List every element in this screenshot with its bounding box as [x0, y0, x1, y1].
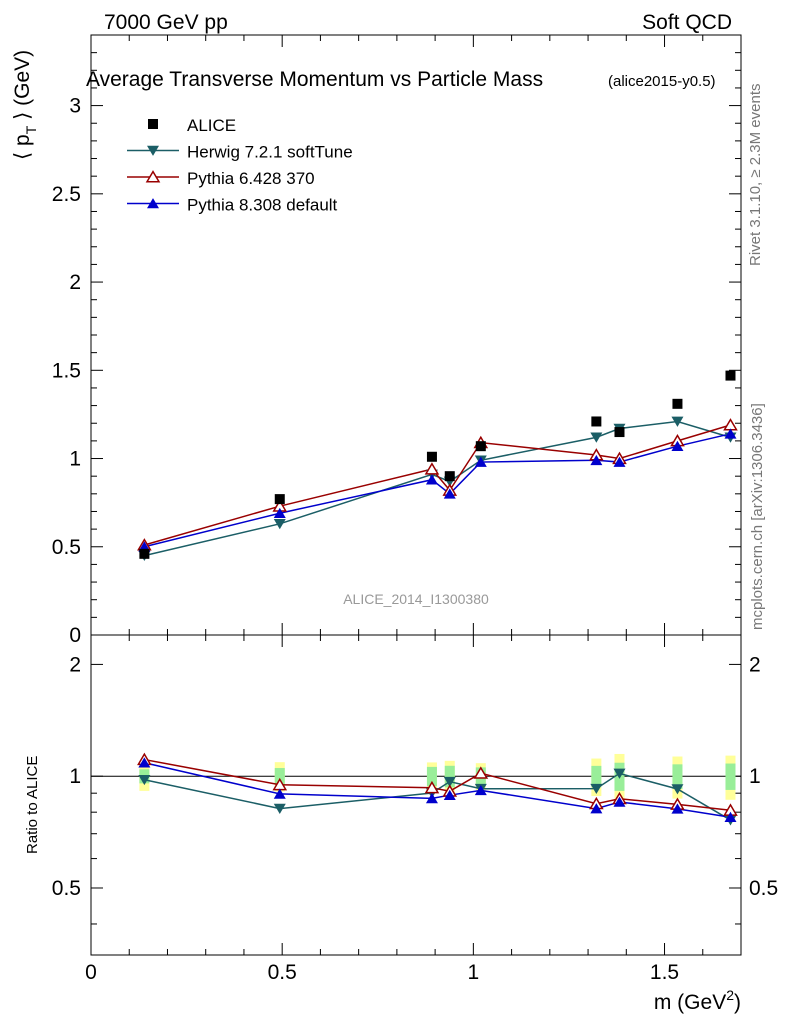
- series-marker-main: [671, 416, 684, 427]
- series-marker-ratio: [138, 757, 151, 768]
- series-marker-ratio: [443, 789, 456, 800]
- series-marker-ratio: [273, 803, 286, 814]
- x-tick-label: 0.5: [268, 961, 297, 984]
- y-tick-label: 3: [69, 95, 81, 118]
- series-marker-ratio: [590, 783, 603, 795]
- data-point: [426, 451, 437, 462]
- series-marker-ratio: [424, 780, 440, 794]
- series-marker-main: [613, 456, 626, 467]
- inner-uncertainty-band: [672, 764, 683, 790]
- y-tick-label: 2.5: [52, 183, 81, 206]
- ratio-tick-label-left: 1: [69, 765, 81, 788]
- axis-ticks: 0 0.5 1 1.5 0 0.5 1 1.5 2 2.5 3 0.5 0.5 1 1 2 2: [52, 34, 778, 984]
- inner-uncertainty-band: [426, 766, 437, 787]
- y-tick-label: 0.5: [52, 536, 81, 559]
- series-marker-ratio: [671, 803, 684, 814]
- series-marker-ratio: [273, 788, 286, 799]
- y-tick-label: 1.5: [52, 359, 81, 382]
- series-marker-ratio: [590, 803, 603, 814]
- legend-label: Pythia 6.428 370: [187, 169, 315, 188]
- y-tick-label: 2: [69, 271, 81, 294]
- series-marker-main: [590, 454, 603, 466]
- x-tick-label: 0: [85, 961, 97, 984]
- series-marker-main: [443, 488, 456, 499]
- series-marker-ratio: [473, 766, 489, 779]
- ratio-tick-label-right: 1: [749, 765, 761, 788]
- y-tick-label: 1: [69, 448, 81, 471]
- y-axis-label: ⟨ pT ⟩ (GeV): [11, 50, 39, 160]
- data-point: [591, 416, 602, 427]
- data-point: [475, 441, 486, 452]
- mcplots-label: mcplots.cern.ch [arXiv:1306.3436]: [749, 403, 766, 630]
- x-axis-label: m (GeV2): [654, 987, 741, 1014]
- data-point: [725, 370, 736, 381]
- series-marker-main: [273, 507, 286, 519]
- y-tick-label: 0: [69, 624, 81, 647]
- series-marker-ratio: [613, 768, 626, 779]
- series-line-main: [144, 420, 731, 557]
- data-point: [274, 494, 285, 505]
- legend-marker: [145, 170, 161, 183]
- series-marker-ratio: [474, 784, 487, 796]
- x-tick-label: 1.5: [650, 961, 679, 984]
- series-marker-ratio: [671, 784, 684, 795]
- series-marker-main: [723, 418, 738, 431]
- series-marker-main: [671, 440, 684, 451]
- series-marker-ratio: [138, 774, 151, 786]
- legend-marker: [147, 198, 159, 209]
- plot-subtitle: (alice2015-y0.5): [608, 73, 716, 90]
- legend-marker-data: [148, 119, 158, 129]
- legend-label: Pythia 8.308 default: [187, 196, 338, 215]
- ratio-tick-label-right: 2: [749, 653, 761, 676]
- series-marker-main: [424, 462, 440, 475]
- series-marker-ratio: [724, 811, 737, 822]
- inner-uncertainty-band: [591, 765, 602, 788]
- x-tick-label: 1: [468, 961, 480, 984]
- series-marker-ratio: [613, 796, 626, 807]
- legend-label: Herwig 7.2.1 softTune: [187, 143, 353, 162]
- header-energy: 7000 GeV pp: [104, 11, 228, 34]
- inner-uncertainty-band: [444, 765, 455, 788]
- series-marker-main: [590, 432, 603, 443]
- data-point: [444, 471, 455, 482]
- ratio-plot-frame: [90, 634, 742, 956]
- header-process: Soft QCD: [642, 11, 732, 34]
- rivet-label: Rivet 3.1.10, ≥ 2.3M events: [747, 84, 764, 267]
- inner-uncertainty-band: [725, 763, 736, 790]
- inner-uncertainty-band: [274, 768, 285, 785]
- data-point: [614, 427, 625, 438]
- ratio-tick-label-left: 0.5: [52, 877, 81, 900]
- legend-marker: [147, 145, 159, 156]
- series-marker-main: [425, 474, 438, 485]
- legend-label-data: ALICE: [187, 116, 236, 135]
- data-point: [672, 398, 683, 409]
- ratio-y-axis-label: Ratio to ALICE: [24, 756, 41, 854]
- series-lines: [144, 420, 731, 821]
- series-marker-ratio: [425, 793, 438, 804]
- series-marker-ratio: [443, 776, 456, 788]
- series-marker-main: [474, 456, 487, 467]
- ratio-uncertainty-bands: [139, 753, 736, 802]
- series-marker-main: [273, 519, 286, 530]
- series-marker-main: [724, 428, 737, 439]
- data-point: [139, 548, 150, 559]
- series-markers: [137, 370, 738, 826]
- ratio-tick-label-left: 2: [69, 653, 81, 676]
- plot-title: Average Transverse Momentum vs Particle …: [86, 68, 543, 91]
- analysis-watermark: ALICE_2014_I1300380: [343, 591, 489, 607]
- legend: ALICE Herwig 7.2.1 softTune Pythia 6.428 3…: [127, 116, 353, 215]
- ratio-tick-label-right: 0.5: [749, 877, 778, 900]
